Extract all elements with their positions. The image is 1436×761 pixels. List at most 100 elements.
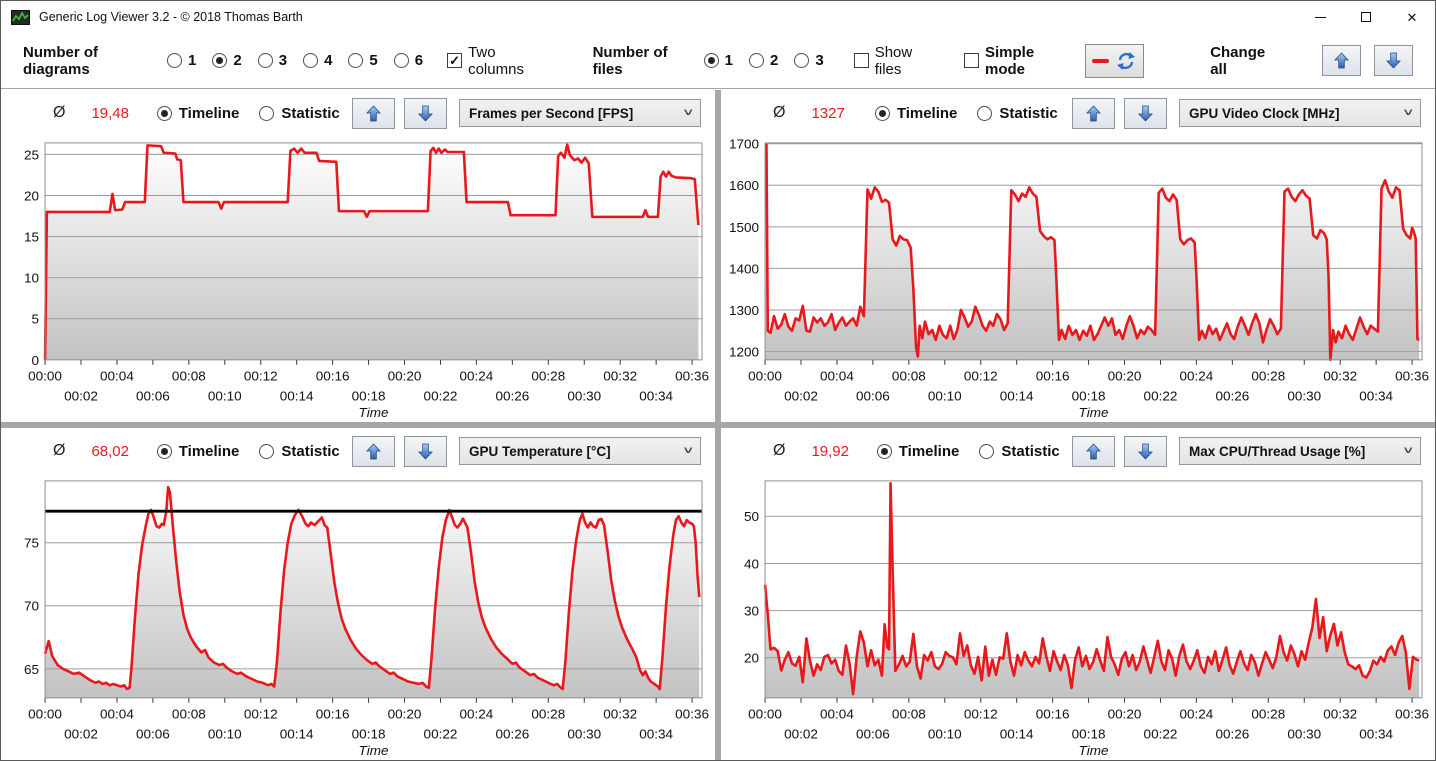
timeline-radio[interactable]: Timeline	[874, 105, 957, 122]
svg-text:40: 40	[744, 556, 759, 571]
diagram-count-2[interactable]: 2	[212, 52, 242, 69]
svg-text:00:06: 00:06	[136, 388, 170, 403]
file-count-2[interactable]: 2	[749, 52, 778, 69]
statistic-radio[interactable]: Statistic	[259, 443, 340, 460]
statistic-radio[interactable]: Statistic	[979, 443, 1060, 460]
svg-text:65: 65	[24, 662, 39, 677]
radio-selected-icon[interactable]	[703, 53, 719, 68]
metric-select-value: Max CPU/Thread Usage [%]	[1189, 443, 1366, 459]
svg-text:00:32: 00:32	[603, 707, 637, 722]
radio-selected-icon[interactable]	[156, 105, 172, 121]
close-button[interactable]: ✕	[1389, 1, 1435, 33]
show-files-checkbox[interactable]: Show files	[853, 44, 934, 78]
timeline-radio[interactable]: Timeline	[156, 443, 239, 460]
svg-text:00:20: 00:20	[1108, 707, 1142, 722]
metric-select[interactable]: GPU Temperature [°C] ˅	[459, 437, 701, 465]
svg-text:00:10: 00:10	[208, 726, 242, 741]
radio-icon[interactable]	[257, 53, 273, 68]
radio-icon[interactable]	[393, 53, 409, 68]
arrow-down-icon	[418, 105, 434, 122]
metric-select[interactable]: Max CPU/Thread Usage [%] ˅	[1179, 437, 1421, 465]
svg-text:00:08: 00:08	[892, 707, 926, 722]
svg-text:Time: Time	[1079, 743, 1109, 758]
svg-text:20: 20	[24, 189, 39, 204]
radio-selected-icon[interactable]	[874, 105, 890, 121]
diagram-count-5[interactable]: 5	[348, 52, 378, 69]
svg-text:00:12: 00:12	[244, 707, 278, 722]
radio-icon[interactable]	[348, 53, 364, 68]
radio-icon[interactable]	[167, 53, 183, 68]
chart-cpu-usage: 2030405000:0000:0200:0400:0600:0800:1000…	[744, 480, 1429, 758]
change-all-down-button[interactable]	[1374, 45, 1413, 76]
radio-icon[interactable]	[303, 53, 319, 68]
svg-text:00:06: 00:06	[856, 726, 890, 741]
minimize-button[interactable]	[1297, 1, 1343, 33]
checkbox-unchecked-icon[interactable]	[853, 53, 869, 68]
chevron-down-icon: ˅	[683, 107, 693, 119]
svg-text:00:36: 00:36	[675, 707, 709, 722]
svg-text:00:18: 00:18	[1072, 726, 1106, 741]
timeline-radio[interactable]: Timeline	[876, 443, 959, 460]
maximize-button[interactable]	[1343, 1, 1389, 33]
arrow-down-icon	[1386, 52, 1401, 69]
timeline-radio[interactable]: Timeline	[156, 105, 239, 122]
svg-text:00:34: 00:34	[1359, 388, 1393, 403]
simple-mode-label: Simple mode	[984, 43, 1035, 78]
arrow-down-icon	[1137, 105, 1153, 122]
move-up-button[interactable]	[352, 97, 396, 129]
svg-text:1200: 1200	[729, 345, 759, 360]
radio-selected-icon[interactable]	[876, 443, 892, 459]
radio-icon[interactable]	[259, 443, 275, 459]
svg-text:00:14: 00:14	[280, 726, 314, 741]
metric-select[interactable]: Frames per Second [FPS] ˅	[459, 99, 701, 127]
diagram-count-4[interactable]: 4	[303, 52, 332, 69]
move-down-button[interactable]	[404, 435, 448, 467]
window-controls: ✕	[1297, 1, 1435, 33]
maximize-icon	[1361, 12, 1371, 22]
file-count-3[interactable]: 3	[794, 52, 824, 69]
panel-cpu-usage: Ø 19,92 Timeline Statistic Max CPU/Threa…	[721, 428, 1435, 760]
diagram-count-3[interactable]: 3	[257, 52, 287, 69]
file-count-1[interactable]: 1	[703, 52, 733, 69]
svg-text:00:28: 00:28	[531, 707, 565, 722]
statistic-radio[interactable]: Statistic	[977, 105, 1058, 122]
two-columns-checkbox[interactable]: ✓ Two columns	[447, 44, 545, 78]
svg-text:00:00: 00:00	[748, 369, 782, 384]
statistic-radio[interactable]: Statistic	[259, 105, 340, 122]
diagram-count-1[interactable]: 1	[167, 52, 196, 69]
radio-icon[interactable]	[749, 53, 765, 68]
average-value: 19,48	[91, 104, 129, 122]
checkbox-unchecked-icon[interactable]	[963, 53, 979, 68]
move-up-button[interactable]	[1072, 435, 1116, 467]
radio-selected-icon[interactable]	[156, 443, 172, 459]
move-down-button[interactable]	[404, 97, 448, 129]
move-down-button[interactable]	[1124, 435, 1168, 467]
minimize-icon	[1314, 16, 1326, 18]
svg-text:00:00: 00:00	[748, 707, 782, 722]
svg-text:00:36: 00:36	[1395, 369, 1429, 384]
move-up-button[interactable]	[1071, 97, 1115, 129]
svg-text:1300: 1300	[729, 303, 759, 318]
svg-text:00:24: 00:24	[460, 707, 494, 722]
svg-text:00:20: 00:20	[388, 707, 422, 722]
radio-icon[interactable]	[977, 105, 993, 121]
line-style-refresh-button[interactable]	[1084, 43, 1145, 78]
radio-icon[interactable]	[259, 105, 275, 121]
average-value: 19,92	[811, 442, 849, 460]
chevron-down-icon: ˅	[1403, 445, 1413, 457]
move-down-button[interactable]	[1123, 97, 1167, 129]
change-all-label: Change all	[1210, 43, 1266, 78]
radio-icon[interactable]	[979, 443, 995, 459]
average-value: 1327	[811, 104, 845, 122]
diagram-count-6[interactable]: 6	[393, 52, 423, 69]
radio-icon[interactable]	[794, 53, 810, 68]
move-up-button[interactable]	[352, 435, 396, 467]
checkbox-checked-icon[interactable]: ✓	[447, 53, 463, 68]
change-all-up-button[interactable]	[1322, 45, 1362, 76]
app-icon	[11, 9, 30, 25]
metric-select[interactable]: GPU Video Clock [MHz] ˅	[1179, 99, 1422, 127]
svg-text:00:14: 00:14	[1000, 726, 1034, 741]
simple-mode-checkbox[interactable]: Simple mode	[963, 43, 1067, 78]
radio-selected-icon[interactable]	[212, 53, 228, 68]
svg-text:00:14: 00:14	[1000, 388, 1034, 403]
